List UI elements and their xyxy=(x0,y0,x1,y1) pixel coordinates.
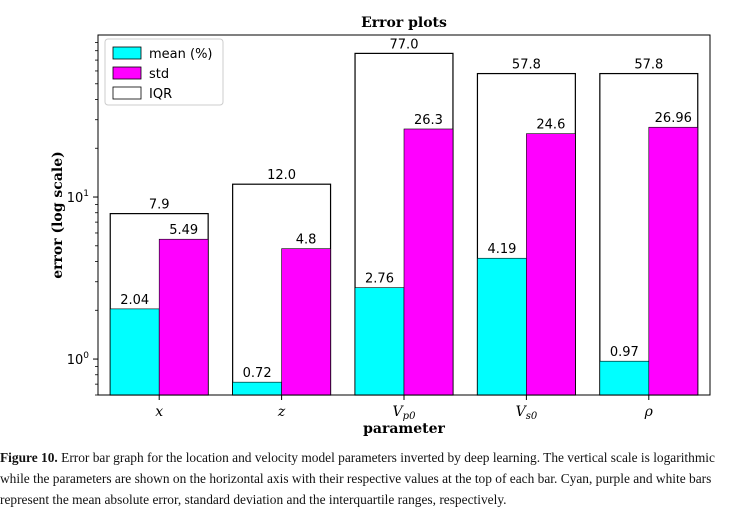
x-tick-label: x xyxy=(155,404,163,420)
iqr-value-label: 77.0 xyxy=(390,37,419,52)
caption-label: Figure 10. xyxy=(0,450,58,465)
legend-swatch xyxy=(112,66,142,80)
mean-bar xyxy=(109,308,160,396)
axes-layer: x z Vp0 Vs0 ρ 100 101 Error plots parameter error… xyxy=(50,15,711,437)
std-value-label: 26.3 xyxy=(414,113,443,128)
x-axis-label: parameter xyxy=(363,421,445,437)
std-value-label: 4.8 xyxy=(296,233,317,248)
plot-frame xyxy=(97,34,711,396)
mean-value-label: 2.76 xyxy=(365,272,394,287)
chart-title: Error plots xyxy=(361,15,447,31)
bars-layer xyxy=(109,52,699,396)
legend-label: mean (%) xyxy=(149,47,213,62)
std-bar xyxy=(526,133,576,396)
y-axis-label: error (log scale) xyxy=(50,151,66,279)
caption-text: Error bar graph for the location and vel… xyxy=(0,450,715,507)
mean-value-label: 0.72 xyxy=(243,366,272,381)
std-value-label: 24.6 xyxy=(536,118,565,133)
mean-value-label: 0.97 xyxy=(610,345,639,360)
legend-swatch xyxy=(112,86,142,100)
mean-bar xyxy=(599,360,650,396)
mean-bar xyxy=(232,381,282,396)
x-tick-label: Vs0 xyxy=(516,404,538,422)
iqr-value-label: 57.8 xyxy=(634,58,663,73)
std-value-label: 5.49 xyxy=(169,223,198,238)
legend-swatch xyxy=(112,46,142,60)
std-bar xyxy=(281,248,331,396)
x-tick-label: Vp0 xyxy=(393,404,417,422)
std-bar xyxy=(403,128,454,396)
mean-value-label: 2.04 xyxy=(120,293,149,308)
iqr-value-label: 12.0 xyxy=(267,168,296,183)
mean-bar xyxy=(354,287,405,396)
mean-bar xyxy=(477,257,527,396)
figure-caption: Figure 10. Error bar graph for the locat… xyxy=(0,447,735,510)
legend: mean (%) std IQR xyxy=(104,38,224,106)
iqr-value-label: 57.8 xyxy=(512,58,541,73)
y-tick-label: 100 xyxy=(67,351,90,368)
std-bar xyxy=(648,126,699,396)
std-value-label: 26.96 xyxy=(655,111,692,126)
x-tick-label: ρ xyxy=(644,404,654,420)
mean-value-label: 4.19 xyxy=(487,242,516,257)
legend-label: std xyxy=(149,67,169,82)
y-tick-label: 101 xyxy=(67,189,89,206)
iqr-value-label: 7.9 xyxy=(149,198,170,213)
legend-label: IQR xyxy=(149,87,172,102)
value-labels-layer: 7.9 2.04 5.49 12.0 0.72 4.8 77.0 2.76 26.3 57.8 4.… xyxy=(120,37,692,381)
std-bar xyxy=(158,238,209,396)
error-bar-chart: 7.9 2.04 5.49 12.0 0.72 4.8 77.0 2.76 26.3 57.8 4.… xyxy=(50,15,711,437)
x-tick-label: z xyxy=(277,404,286,420)
